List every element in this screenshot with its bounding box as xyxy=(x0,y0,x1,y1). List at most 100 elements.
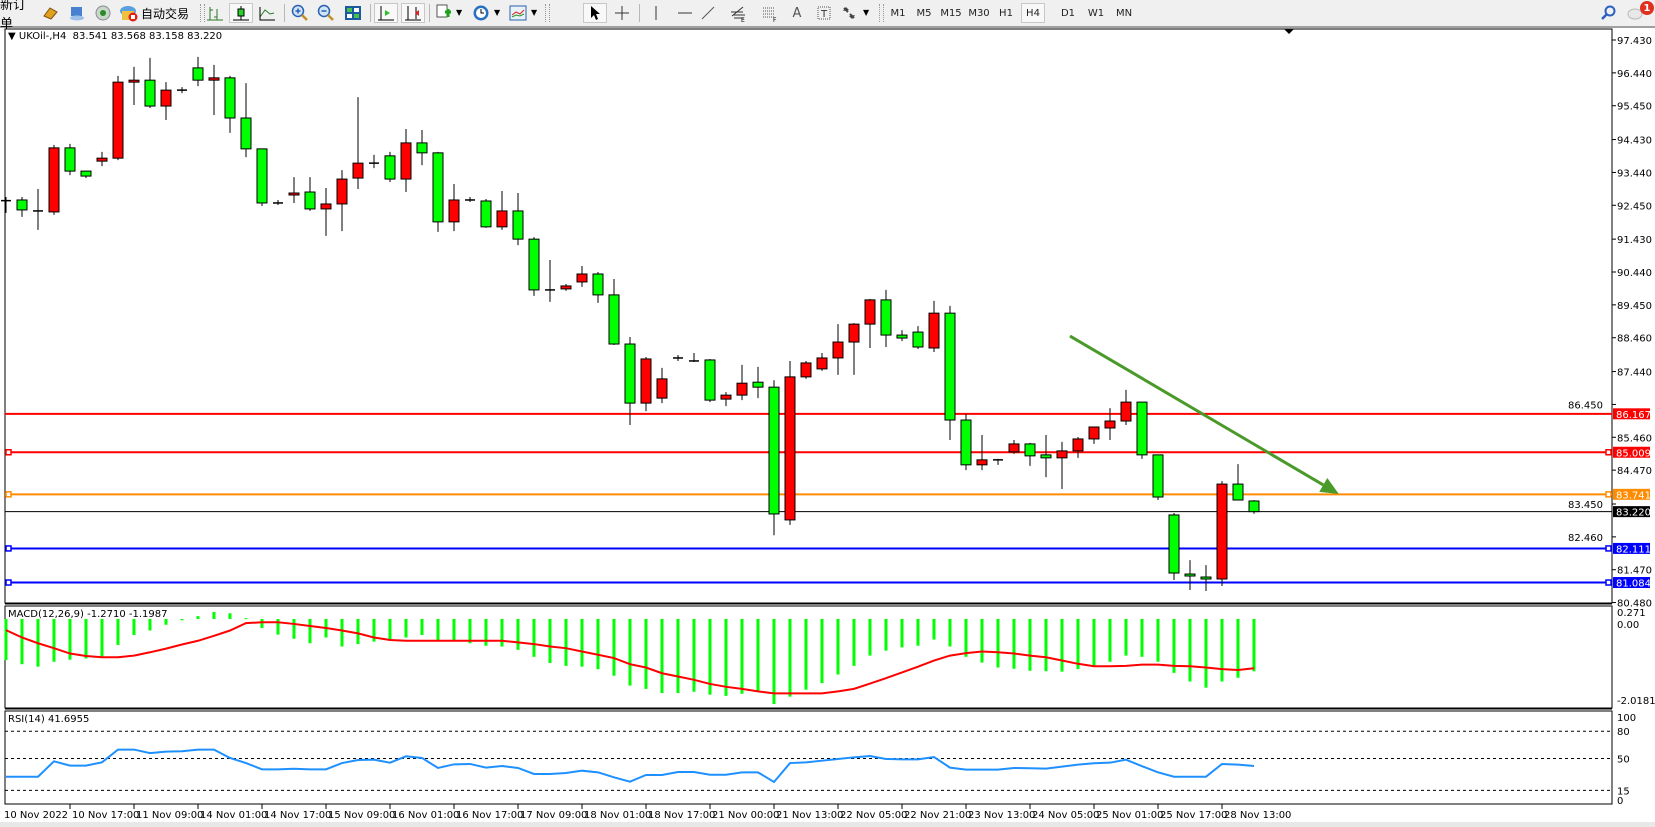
candle-bearish xyxy=(192,67,204,81)
macd-histogram-bar xyxy=(532,619,536,657)
templates-dropdown-icon[interactable]: ▼ xyxy=(531,8,538,17)
candlestick-icon[interactable] xyxy=(229,3,253,23)
candle-bullish xyxy=(1072,438,1084,452)
chart-shift-icon[interactable] xyxy=(401,3,425,23)
signals-icon[interactable] xyxy=(93,3,113,23)
arrows-icon[interactable] xyxy=(838,3,860,23)
timeframe-label: MN xyxy=(1115,7,1133,19)
timeframe-label: M1 xyxy=(890,7,906,19)
text-icon[interactable]: A xyxy=(792,5,802,21)
macd-histogram-bar xyxy=(244,618,248,620)
time-tick-label: 21 Nov 13:00 xyxy=(776,810,843,821)
collapse-triangle-icon[interactable]: ▼ xyxy=(8,31,19,42)
macd-histogram-bar xyxy=(628,619,632,686)
candle-bearish xyxy=(528,238,540,291)
trend-arrow[interactable] xyxy=(1069,334,1339,495)
macd-histogram-bar xyxy=(516,619,520,650)
macd-histogram-bar xyxy=(996,619,1000,668)
candle-bearish xyxy=(432,152,444,223)
time-tick-label: 16 Nov 17:00 xyxy=(456,810,523,821)
periods-dropdown-icon[interactable]: ▼ xyxy=(494,8,501,17)
candle-bearish xyxy=(1136,401,1148,456)
candle-bearish xyxy=(624,343,636,404)
candle-bullish xyxy=(736,382,748,396)
timeframe-mn[interactable]: MN xyxy=(1112,3,1136,23)
navigator-icon[interactable] xyxy=(67,3,87,23)
price-level-label: 86.167 xyxy=(1616,410,1651,421)
toolbar-grip[interactable] xyxy=(879,4,884,22)
timeframe-w1[interactable]: W1 xyxy=(1084,3,1108,23)
toolbar-grip[interactable] xyxy=(545,4,550,22)
level-handle xyxy=(1605,579,1612,586)
timeframe-label: D1 xyxy=(1060,7,1076,19)
toolbar: 新订单 自动交易 ▼ ▼ ▼ E F A T ▼ M1 M5 M15 M30 H… xyxy=(0,0,1655,32)
bar-chart-icon[interactable] xyxy=(204,3,226,23)
timeframe-m1[interactable]: M1 xyxy=(886,3,910,23)
price-tick-label: 89.450 xyxy=(1617,301,1652,312)
indicators-icon[interactable] xyxy=(433,3,455,23)
auto-trading-label: 自动交易 xyxy=(140,6,189,21)
arrow-head xyxy=(1319,478,1339,495)
price-level-label: 83.741 xyxy=(1616,490,1651,501)
macd-histogram-bar xyxy=(852,619,856,666)
time-tick-label: 14 Nov 01:00 xyxy=(200,810,267,821)
zoom-out-icon[interactable] xyxy=(315,3,337,23)
indicators-dropdown-icon[interactable]: ▼ xyxy=(456,8,463,17)
status-strip xyxy=(0,822,1655,827)
timeframe-d1[interactable]: D1 xyxy=(1056,3,1080,23)
fibonacci-fan-icon[interactable]: F xyxy=(759,3,781,23)
search-icon[interactable] xyxy=(1598,3,1618,23)
timeframe-label: H1 xyxy=(999,7,1013,19)
timeframe-label: M30 xyxy=(968,7,990,19)
macd-histogram-bar xyxy=(900,619,904,648)
price-level-badge xyxy=(1613,506,1650,518)
text-label-icon[interactable]: T xyxy=(813,3,835,23)
macd-histogram-bar xyxy=(1108,619,1112,662)
horizontal-line-icon[interactable] xyxy=(674,3,696,23)
fibonacci-expansion-icon[interactable]: E xyxy=(727,3,749,23)
timeframe-label: M15 xyxy=(940,7,962,19)
timeframe-m5[interactable]: M5 xyxy=(912,3,936,23)
macd-histogram-bar xyxy=(484,619,488,646)
candle-bullish xyxy=(48,147,60,213)
candle-bullish xyxy=(864,299,876,325)
timeframe-m15[interactable]: M15 xyxy=(937,3,965,23)
price-tick-label: 84.470 xyxy=(1617,466,1652,477)
toolbar-grip[interactable] xyxy=(200,4,205,22)
arrows-dropdown-icon[interactable]: ▼ xyxy=(863,8,870,17)
candle-bearish xyxy=(592,273,604,296)
zoom-in-icon[interactable] xyxy=(289,3,311,23)
macd-histogram-bar xyxy=(932,619,936,640)
crosshair-icon[interactable] xyxy=(611,3,633,23)
chart-shift-marker[interactable] xyxy=(1284,29,1294,34)
vertical-line-icon[interactable] xyxy=(645,3,667,23)
rsi-tick-label: 100 xyxy=(1617,713,1636,724)
macd-histogram-bar xyxy=(20,619,24,665)
candle-bullish xyxy=(496,210,508,228)
candle-bearish xyxy=(256,148,268,204)
auto-trading-button[interactable]: 自动交易 xyxy=(118,3,190,23)
macd-histogram-bar xyxy=(948,619,952,647)
timeframe-m30[interactable]: M30 xyxy=(965,3,993,23)
timeframe-h1[interactable]: H1 xyxy=(994,3,1018,23)
trendline-icon[interactable] xyxy=(697,3,719,23)
auto-scroll-icon[interactable] xyxy=(374,3,398,23)
notifications-icon[interactable] xyxy=(1624,3,1646,23)
time-tick-label: 23 Nov 13:00 xyxy=(968,810,1035,821)
macd-histogram-bar xyxy=(804,619,808,690)
tile-windows-icon[interactable] xyxy=(342,3,364,23)
cursor-icon[interactable] xyxy=(583,3,607,23)
templates-icon[interactable] xyxy=(507,3,529,23)
candle-bullish xyxy=(1120,401,1132,422)
new-order-button[interactable]: 新订单 xyxy=(0,0,34,32)
timeframe-h4[interactable]: H4 xyxy=(1021,3,1045,23)
market-watch-icon[interactable] xyxy=(40,3,60,23)
price-tick-label: 88.460 xyxy=(1617,334,1652,345)
macd-histogram-bar xyxy=(276,619,280,635)
candle-bearish xyxy=(1040,454,1052,459)
periods-icon[interactable] xyxy=(470,3,492,23)
rsi-tick-label: 0 xyxy=(1617,796,1623,807)
price-tick-label: 87.440 xyxy=(1617,368,1652,379)
line-chart-icon[interactable] xyxy=(256,3,278,23)
